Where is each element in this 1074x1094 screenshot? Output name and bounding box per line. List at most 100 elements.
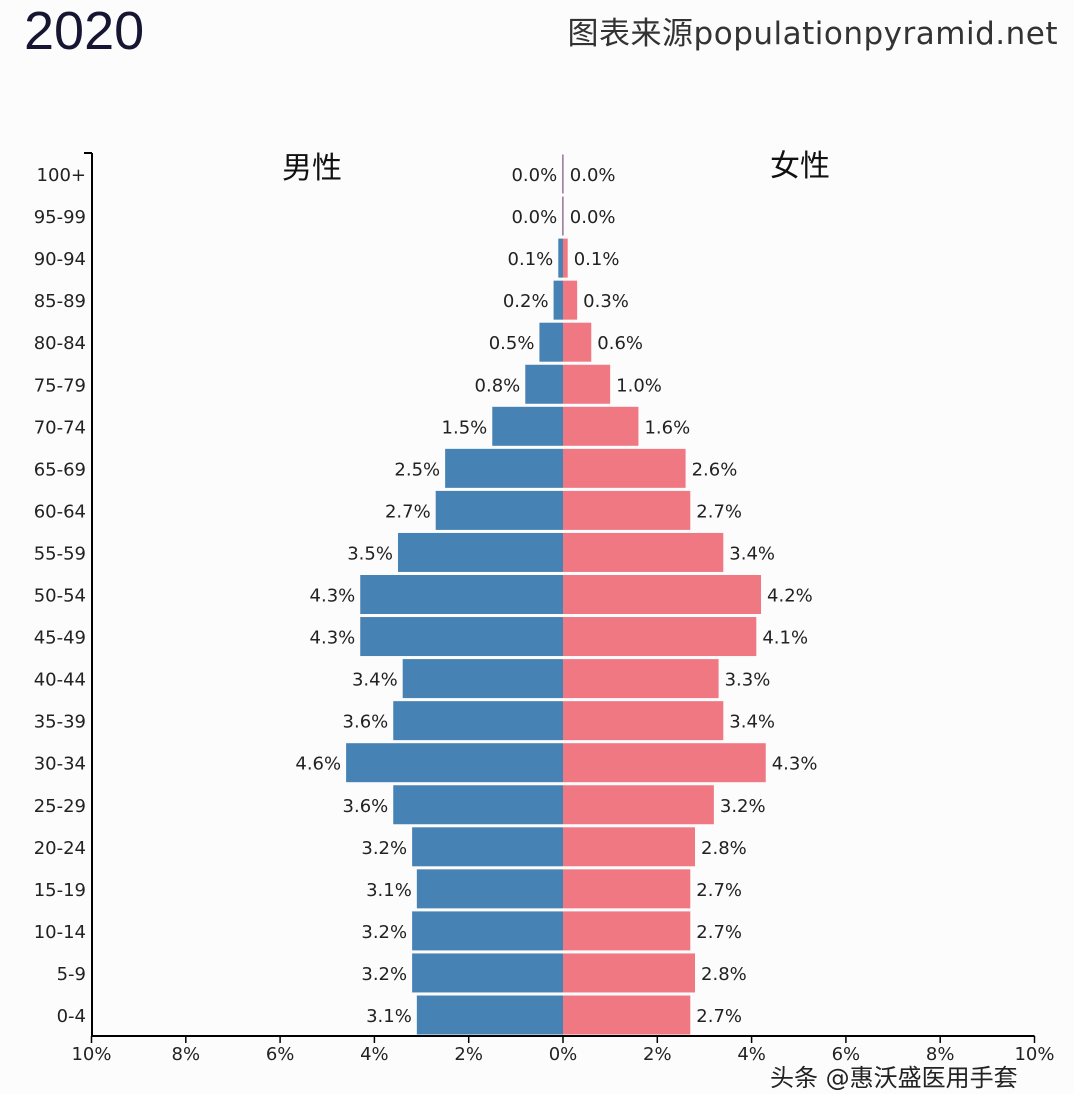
x-tick-label: 4% [360,1044,389,1065]
bar-female [563,575,762,614]
data-label-male: 0.0% [511,165,557,186]
data-label-female: 1.6% [644,417,690,438]
bar-female [563,995,691,1035]
bar-female [563,154,564,194]
y-tick-label: 85-89 [34,291,86,312]
y-tick-label: 5-9 [57,964,86,985]
chart-title-year: 2020 [24,1,145,61]
bar-female [563,406,639,446]
bar-male [492,406,563,446]
y-tick-label: 60-64 [34,501,86,522]
data-label-female: 3.4% [729,712,775,733]
data-label-male: 3.1% [366,1006,412,1027]
bar-female [563,827,696,867]
bar-female [563,911,691,951]
data-label-female: 3.2% [720,796,766,817]
x-tick-label: 8% [926,1044,955,1065]
y-tick-label: 70-74 [34,417,86,438]
series-label-female: 女性 [770,149,830,184]
bar-female [563,743,766,783]
series-label-male: 男性 [282,151,342,186]
y-tick-label: 50-54 [34,586,86,607]
bar-male [539,322,563,362]
data-label-male: 4.3% [310,586,356,607]
data-label-male: 2.7% [385,501,431,522]
bar-male [346,743,563,783]
y-tick-label: 95-99 [34,207,86,228]
y-tick-label: 75-79 [34,375,86,396]
bar-male [360,617,563,657]
data-label-female: 3.3% [725,670,771,691]
x-tick-label: 2% [643,1044,672,1065]
y-tick-label: 100+ [37,165,86,186]
data-label-male: 3.4% [352,670,398,691]
y-tick-label: 25-29 [34,796,86,817]
bar-female [563,869,691,909]
bar-female [563,322,592,362]
x-tick-label: 4% [737,1044,766,1065]
y-tick-label: 35-39 [34,712,86,733]
data-label-female: 2.8% [701,838,747,859]
data-label-female: 1.0% [616,375,662,396]
source-label: 图表来源populationpyramid.net [567,16,1058,52]
bar-female [563,701,724,741]
y-tick-label: 65-69 [34,459,86,480]
watermark: 头条 @惠沃盛医用手套 [770,1064,1018,1092]
data-label-female: 0.6% [597,333,643,354]
data-label-male: 0.8% [475,375,521,396]
x-tick-label: 6% [266,1044,295,1065]
x-tick-label: 8% [172,1044,201,1065]
y-tick-label: 15-19 [34,880,86,901]
data-label-female: 2.6% [692,459,738,480]
bar-female [563,532,724,572]
data-label-male: 2.5% [394,459,440,480]
data-label-male: 3.1% [366,880,412,901]
bar-male [412,911,563,951]
x-tick-label: 10% [71,1044,111,1065]
data-label-female: 3.4% [729,543,775,564]
bar-male [412,953,563,993]
data-label-female: 0.3% [583,291,629,312]
data-label-male: 0.1% [508,249,554,270]
bar-female [563,448,686,488]
bar-male [397,532,563,572]
data-label-female: 2.8% [701,964,747,985]
bar-female [563,953,696,993]
bar-male [416,869,563,909]
data-label-female: 2.7% [696,880,742,901]
bar-male [525,364,563,404]
data-label-male: 0.2% [503,291,549,312]
bar-male [416,995,563,1035]
bar-female [563,785,714,825]
y-tick-label: 40-44 [34,670,86,691]
bar-female [563,659,719,699]
bar-female [563,364,611,404]
x-tick-label: 6% [832,1044,861,1065]
y-tick-label: 30-34 [34,754,86,775]
bar-female [563,238,568,278]
data-label-female: 0.1% [574,249,620,270]
data-label-female: 4.3% [772,754,818,775]
data-label-female: 4.2% [767,586,813,607]
bar-male [402,659,563,699]
bar-male [393,701,563,741]
y-tick-label: 10-14 [34,922,86,943]
x-tick-label: 10% [1014,1044,1054,1065]
y-tick-label: 45-49 [34,628,86,649]
bar-male [412,827,563,867]
data-label-male: 0.0% [511,207,557,228]
y-tick-label: 0-4 [57,1006,86,1027]
data-label-female: 2.7% [696,1006,742,1027]
y-tick-label: 20-24 [34,838,86,859]
bar-male [445,448,563,488]
y-tick-label: 80-84 [34,333,86,354]
data-label-male: 3.5% [347,543,393,564]
bar-male [562,154,563,194]
data-label-female: 0.0% [570,165,616,186]
bar-female [563,280,578,320]
data-label-male: 4.6% [295,754,341,775]
data-label-male: 3.6% [343,712,389,733]
data-label-female: 2.7% [696,501,742,522]
data-label-male: 3.2% [361,838,407,859]
bar-female [563,196,564,236]
